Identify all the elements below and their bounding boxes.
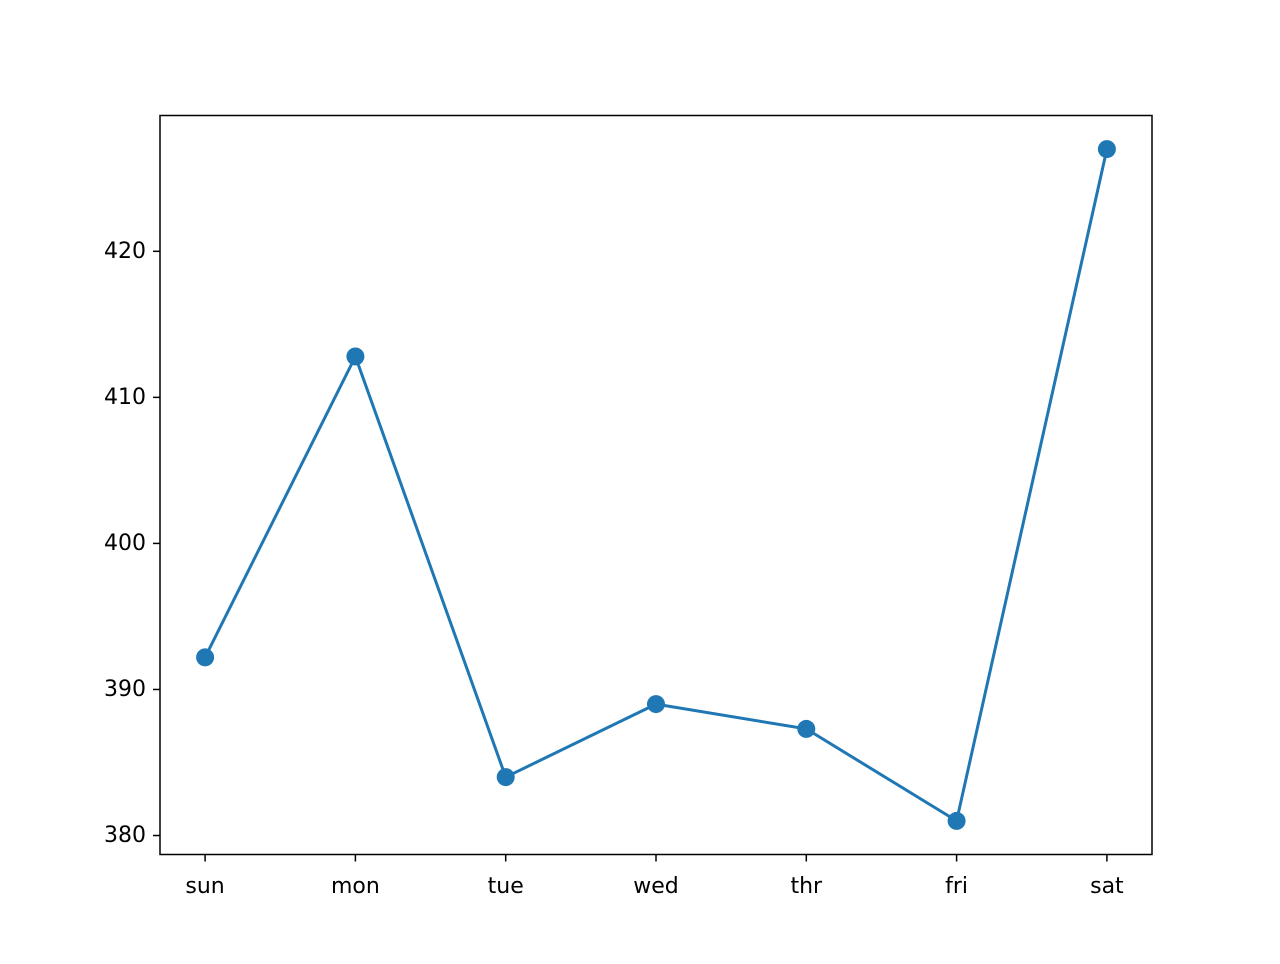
y-tick-label: 410 bbox=[104, 385, 146, 410]
x-tick-label: fri bbox=[945, 874, 968, 899]
y-tick-label: 390 bbox=[104, 677, 146, 702]
data-point-mon bbox=[346, 347, 365, 366]
y-tick-label: 380 bbox=[104, 823, 146, 848]
data-point-thr bbox=[797, 719, 816, 738]
data-point-sat bbox=[1097, 140, 1116, 159]
plot-frame bbox=[159, 114, 1153, 856]
x-tick-label: wed bbox=[633, 874, 679, 899]
x-tick-label: thr bbox=[790, 874, 823, 899]
x-tick-label: sun bbox=[185, 874, 224, 899]
series-layer bbox=[196, 140, 1116, 830]
y-tick-label: 420 bbox=[104, 239, 146, 264]
data-point-fri bbox=[947, 811, 966, 830]
data-point-sun bbox=[196, 648, 215, 667]
data-point-tue bbox=[496, 768, 515, 787]
y-tick-label: 400 bbox=[104, 531, 146, 556]
x-tick-label: sat bbox=[1090, 874, 1124, 899]
x-tick-label: mon bbox=[331, 874, 380, 899]
data-point-wed bbox=[647, 695, 665, 714]
x-tick-label: tue bbox=[488, 874, 524, 899]
ticks-layer: 380 390 400 410 420 sun mon tue wed thr fri sat bbox=[104, 239, 1124, 899]
